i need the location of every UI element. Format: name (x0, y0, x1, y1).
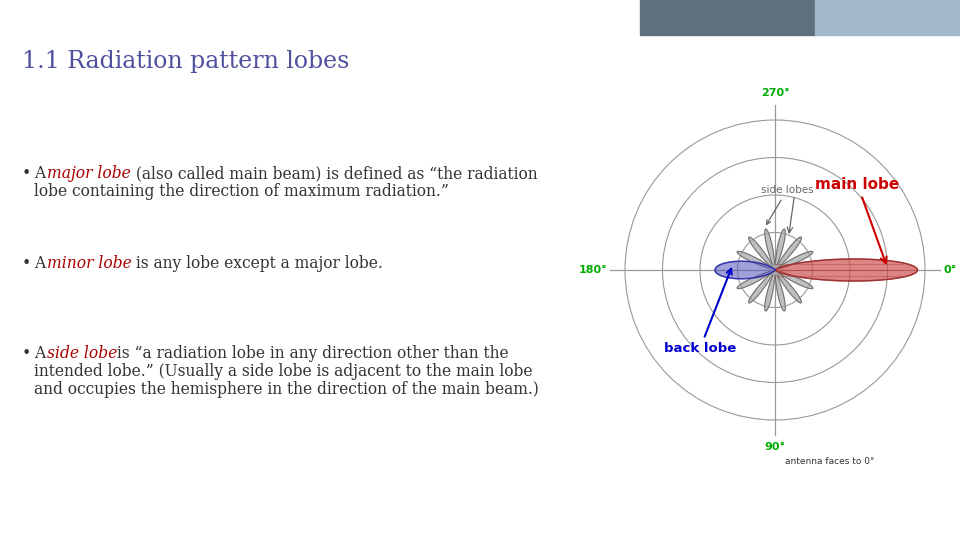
Text: minor lobe: minor lobe (47, 255, 132, 272)
Polygon shape (775, 251, 813, 270)
Polygon shape (715, 261, 775, 279)
Text: side lobes: side lobes (760, 185, 813, 225)
Text: intended lobe.” (Usually a side lobe is adjacent to the main lobe: intended lobe.” (Usually a side lobe is … (34, 363, 533, 380)
Text: 0°: 0° (943, 265, 956, 275)
Text: major lobe: major lobe (47, 165, 131, 182)
Text: A: A (34, 345, 50, 362)
Text: (also called main beam) is defined as “the radiation: (also called main beam) is defined as “t… (131, 165, 538, 182)
Polygon shape (775, 259, 918, 281)
Text: 1.1 Radiation pattern lobes: 1.1 Radiation pattern lobes (22, 50, 349, 73)
Polygon shape (765, 270, 775, 311)
Text: A: A (34, 165, 50, 182)
Polygon shape (749, 270, 775, 303)
Text: 180°: 180° (578, 265, 607, 275)
Text: 270°: 270° (760, 87, 789, 98)
Bar (640, 0, 815, 35)
Text: lobe containing the direction of maximum radiation.”: lobe containing the direction of maximum… (34, 183, 449, 200)
Text: 90°: 90° (764, 442, 785, 453)
Text: A: A (34, 255, 50, 272)
Polygon shape (775, 229, 785, 270)
Text: •: • (22, 165, 32, 182)
Text: and occupies the hemisphere in the direction of the main beam.): and occupies the hemisphere in the direc… (34, 381, 539, 398)
Polygon shape (775, 270, 785, 311)
Polygon shape (775, 270, 813, 289)
Bar (815, 0, 960, 35)
Polygon shape (775, 270, 802, 303)
Text: •: • (22, 255, 32, 272)
Text: is “a radiation lobe in any direction other than the: is “a radiation lobe in any direction ot… (112, 345, 509, 362)
Polygon shape (765, 229, 775, 270)
Polygon shape (737, 270, 775, 289)
Text: side lobe: side lobe (47, 345, 117, 362)
Text: is any lobe except a major lobe.: is any lobe except a major lobe. (131, 255, 383, 272)
Text: •: • (22, 345, 32, 362)
Text: main lobe: main lobe (815, 177, 900, 263)
Text: back lobe: back lobe (664, 269, 736, 355)
Polygon shape (737, 251, 775, 270)
Polygon shape (775, 237, 802, 270)
Text: antenna faces to 0°: antenna faces to 0° (785, 457, 875, 467)
Polygon shape (749, 237, 775, 270)
